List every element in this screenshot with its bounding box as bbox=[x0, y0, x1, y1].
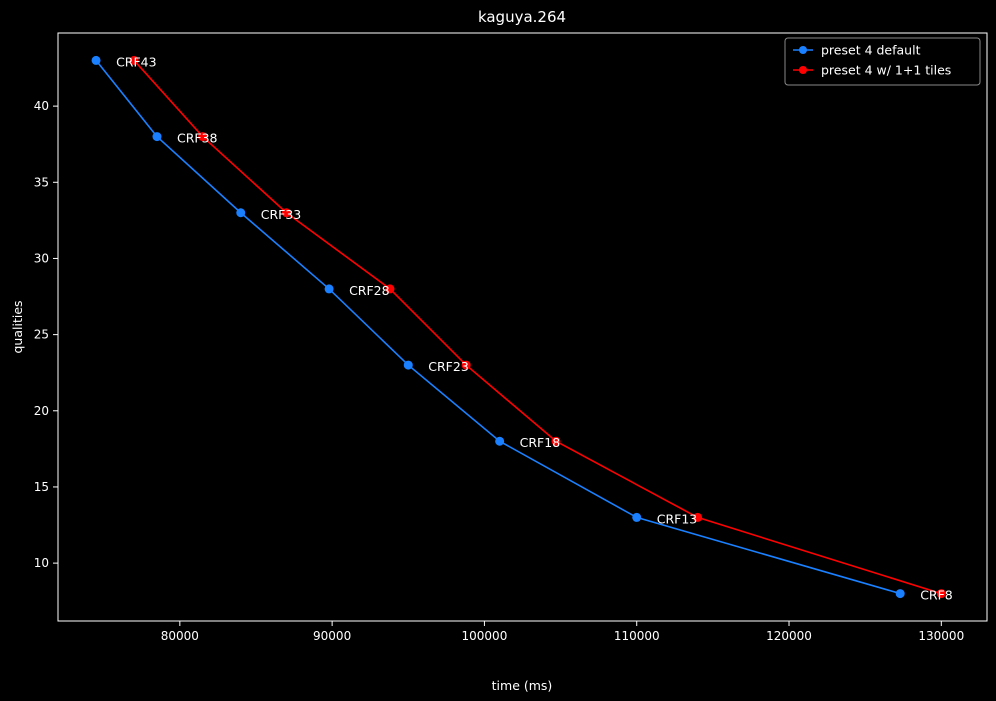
data-point bbox=[236, 208, 246, 218]
data-label: CRF43 bbox=[116, 54, 157, 69]
plot-area: CRF43 CRF38 CRF33 CRF28 CRF23 CRF18 CRF13 CRF8 bbox=[91, 54, 953, 603]
x-tick-label: 130000 bbox=[918, 629, 964, 643]
data-point bbox=[198, 132, 208, 142]
y-tick-label: 40 bbox=[34, 99, 49, 113]
data-point bbox=[91, 55, 101, 65]
y-axis-label: qualities bbox=[10, 300, 25, 353]
x-tick-label: 80000 bbox=[161, 629, 199, 643]
data-point bbox=[936, 589, 946, 599]
x-tick-label: 120000 bbox=[766, 629, 812, 643]
x-tick-label: 110000 bbox=[614, 629, 660, 643]
data-point bbox=[129, 55, 139, 65]
series-line-2 bbox=[133, 59, 942, 595]
data-label: CRF23 bbox=[428, 359, 469, 374]
data-point bbox=[632, 512, 642, 522]
legend-swatch-marker bbox=[799, 46, 807, 54]
data-point bbox=[551, 436, 561, 446]
legend-box bbox=[784, 37, 981, 86]
legend: preset 4 default preset 4 w/ 1+1 tiles bbox=[784, 37, 981, 86]
data-label: CRF38 bbox=[177, 131, 218, 146]
legend-entry: preset 4 w/ 1+1 tiles bbox=[821, 63, 951, 78]
chart-title: kaguya.264 bbox=[478, 8, 566, 26]
data-point bbox=[461, 360, 471, 370]
y-tick-label: 10 bbox=[34, 556, 49, 570]
legend-entry: preset 4 default bbox=[821, 43, 921, 58]
data-point bbox=[403, 360, 413, 370]
data-point bbox=[693, 512, 703, 522]
data-point bbox=[324, 284, 334, 294]
series-line-1 bbox=[95, 59, 901, 595]
data-point bbox=[385, 284, 395, 294]
y-tick-label: 25 bbox=[34, 328, 49, 342]
x-tick-label: 90000 bbox=[313, 629, 351, 643]
data-label: CRF13 bbox=[657, 511, 698, 526]
axes: 80000 90000 100000 110000 120000 130000 10 15 20… bbox=[34, 99, 964, 643]
data-label: CRF8 bbox=[920, 588, 953, 603]
data-point bbox=[495, 436, 505, 446]
y-tick-label: 30 bbox=[34, 251, 49, 265]
data-point bbox=[152, 132, 162, 142]
data-label: CRF18 bbox=[520, 435, 561, 450]
y-tick-label: 15 bbox=[34, 480, 49, 494]
data-label: CRF33 bbox=[261, 207, 302, 222]
plot-frame bbox=[57, 32, 988, 622]
y-tick-label: 20 bbox=[34, 404, 49, 418]
legend-swatch-marker bbox=[799, 66, 807, 74]
y-tick-label: 35 bbox=[34, 175, 49, 189]
x-tick-label: 100000 bbox=[462, 629, 508, 643]
data-point bbox=[281, 208, 291, 218]
data-point bbox=[895, 589, 905, 599]
x-axis-label: time (ms) bbox=[492, 678, 553, 693]
data-label: CRF28 bbox=[349, 283, 390, 298]
